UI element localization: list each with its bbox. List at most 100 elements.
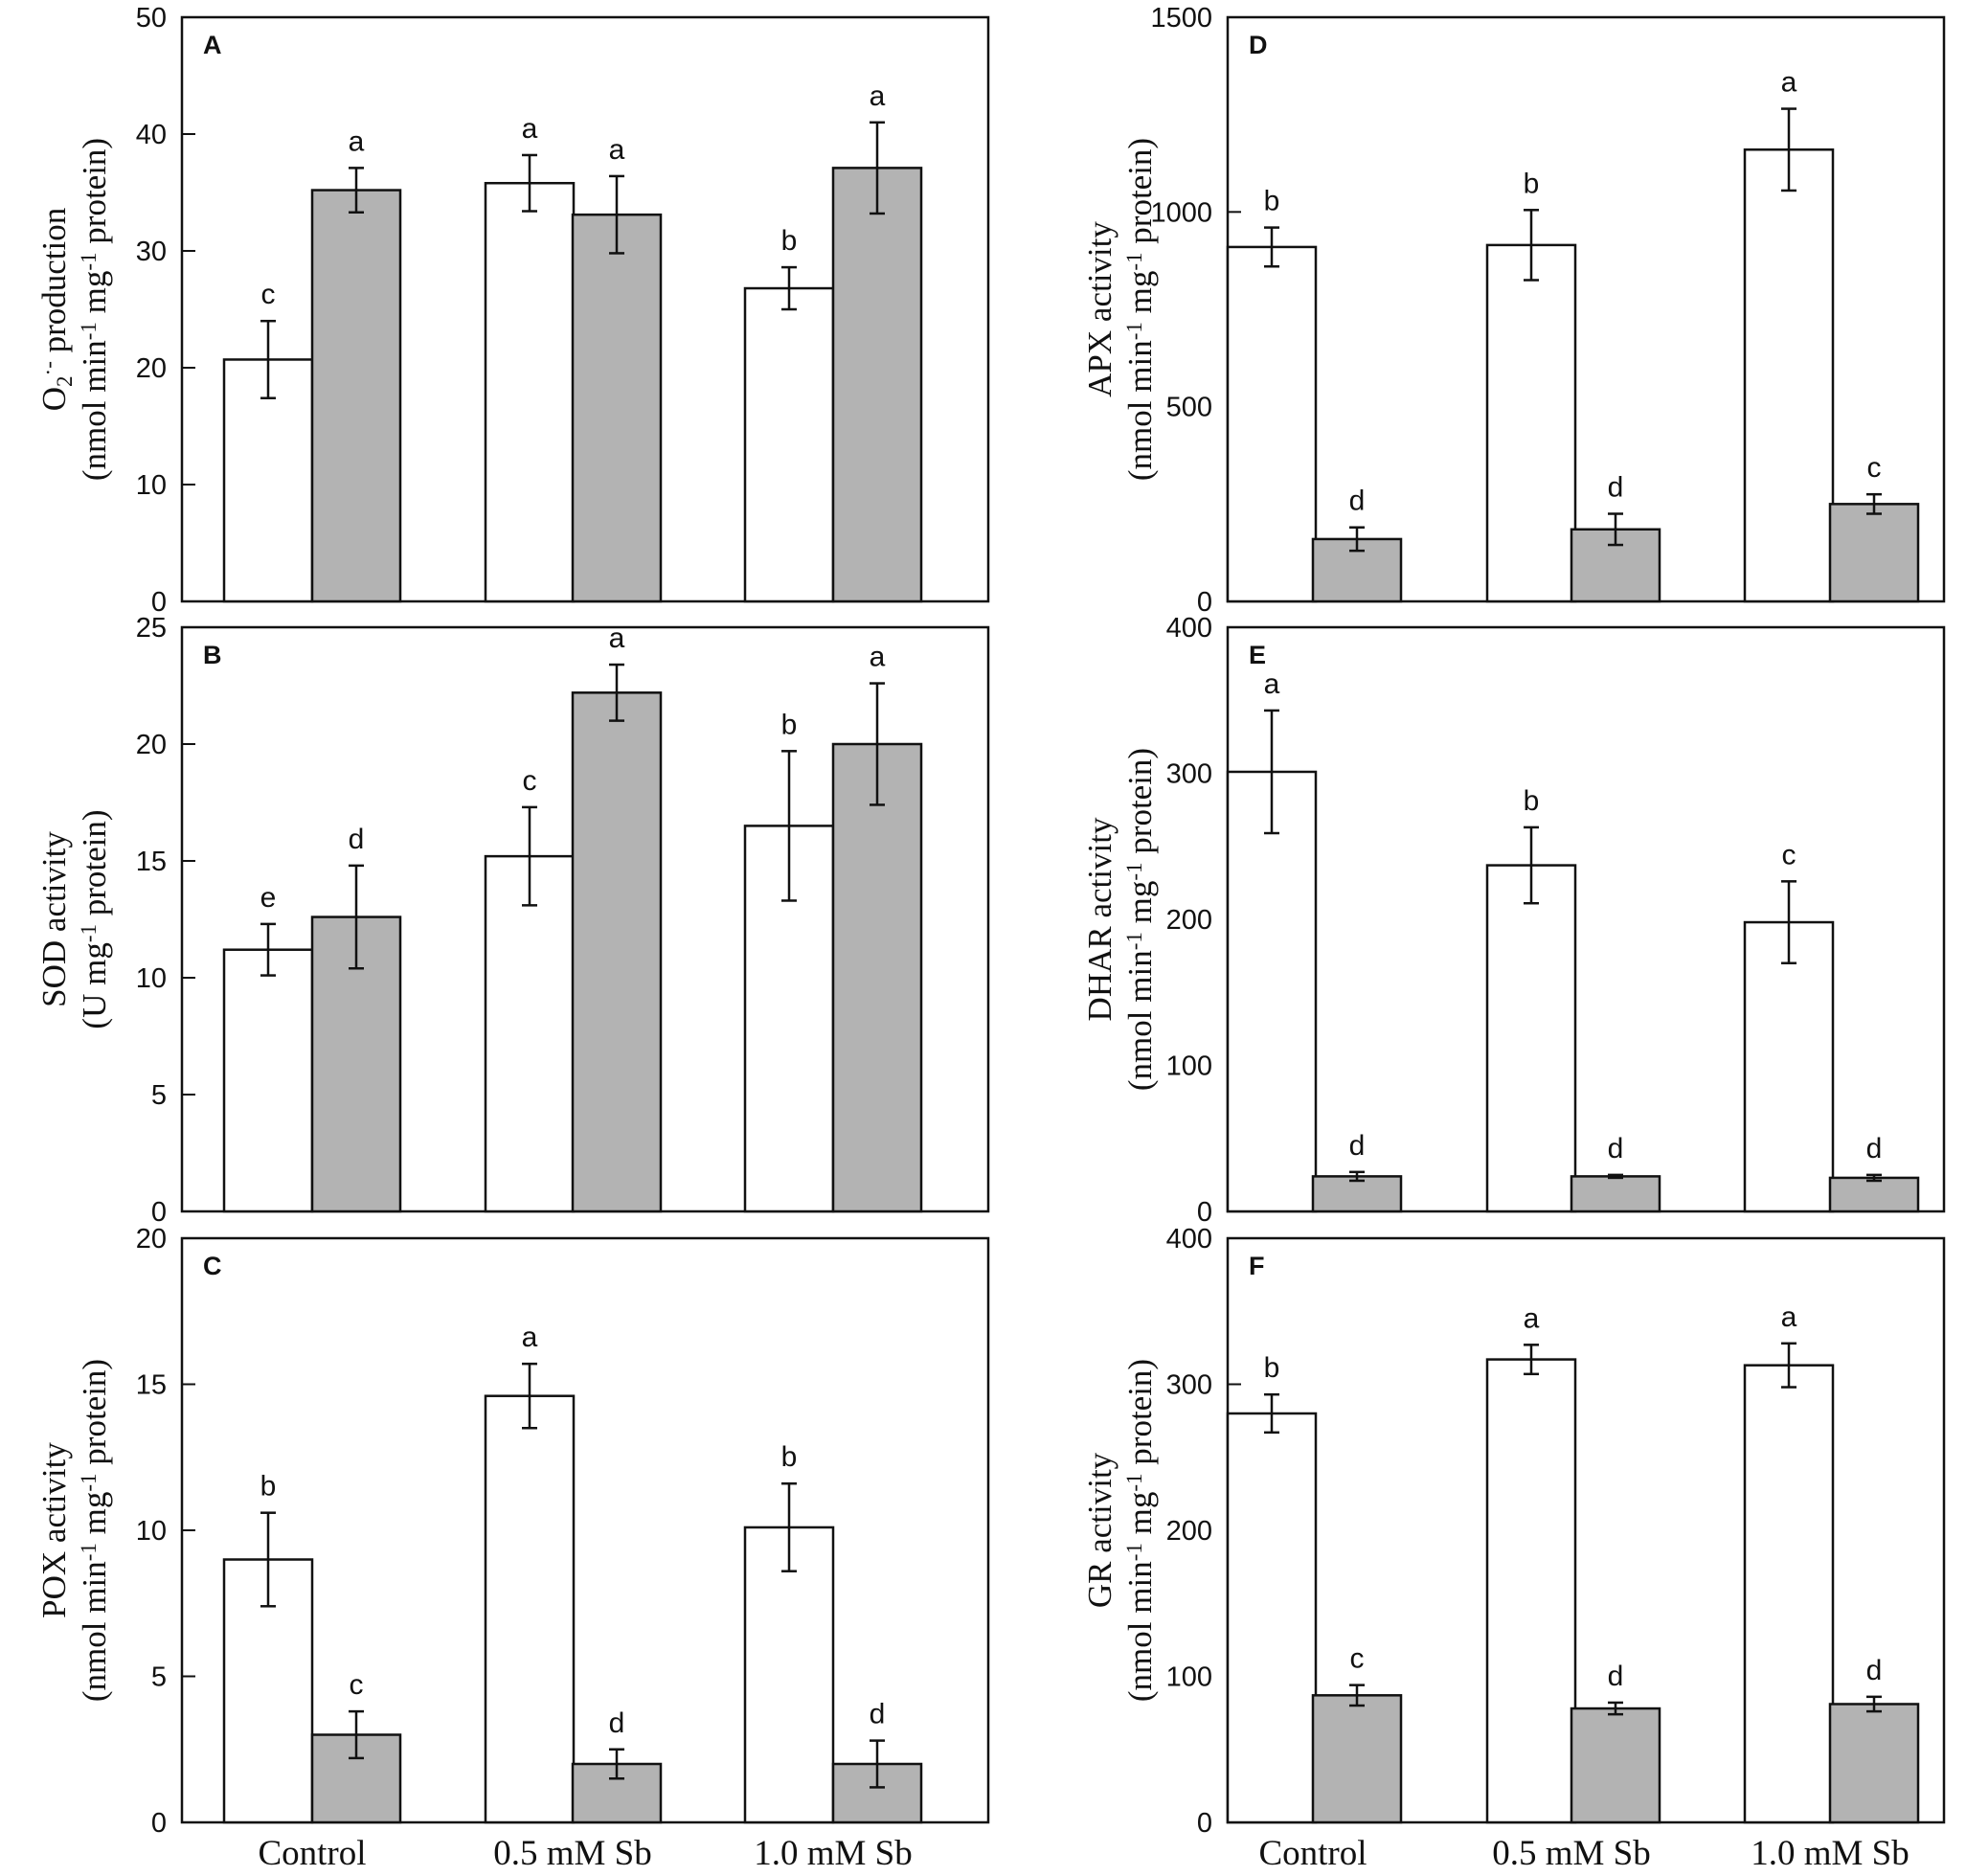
bar-gray-3: [1828, 503, 1920, 603]
bar-white-3: [1743, 1364, 1835, 1824]
bar-gray-1: [310, 189, 402, 603]
significance-label: a: [1264, 668, 1280, 700]
y-axis-label: DHAR activity (nmol min-1 mg-1 protein): [1081, 748, 1159, 1091]
significance-label: d: [1608, 1133, 1624, 1164]
y-axis-label-segment: protein): [76, 809, 113, 924]
y-tick-label: 500: [1166, 393, 1212, 423]
bar-white-2: [1485, 1358, 1577, 1824]
x-category-label: 1.0 mM Sb: [1751, 1834, 1910, 1873]
y-axis-label-segment: (nmol min: [76, 340, 113, 481]
panel-letter: E: [1249, 641, 1266, 669]
bar-white-2: [1485, 243, 1577, 603]
significance-label: b: [1264, 1352, 1280, 1384]
panel-b: 0 5 10 15 20 25 SOD activity (U mg-1 protein) Be…: [35, 613, 990, 1228]
significance-label: d: [349, 824, 365, 855]
significance-label: a: [1781, 1301, 1797, 1333]
y-tick-label: 100: [1166, 1051, 1212, 1082]
significance-label: b: [1524, 168, 1540, 199]
significance-label: d: [1866, 1133, 1883, 1164]
y-tick-label: 0: [1197, 1197, 1212, 1228]
x-category-label: 0.5 mM Sb: [493, 1834, 652, 1873]
significance-label: d: [1608, 1661, 1624, 1692]
y-axis-label: POX activity(nmol min-1 mg-1 protein): [35, 1359, 113, 1702]
y-tick-label: 10: [136, 963, 167, 994]
significance-label: c: [1867, 452, 1882, 484]
y-axis-label-segment: production: [35, 208, 73, 361]
y-tick-label: 50: [136, 3, 167, 34]
y-axis-label-segment: protein): [76, 138, 113, 253]
y-axis-label-segment: (nmol min: [1121, 1561, 1159, 1702]
y-axis-label-line: (nmol min-1 mg-1 protein): [76, 138, 113, 481]
y-tick-label: 40: [136, 120, 167, 150]
panel-letter: C: [203, 1252, 222, 1280]
significance-label: a: [870, 80, 886, 112]
y-axis-label-segment: (U mg: [76, 942, 113, 1028]
y-axis-label-line: GR activity: [1081, 1452, 1119, 1608]
significance-label: c: [261, 279, 276, 310]
y-tick-label: 1000: [1150, 197, 1212, 228]
y-tick-label: 200: [1166, 1516, 1212, 1547]
bar-white-3: [743, 286, 835, 603]
y-axis-label-segment: 2: [53, 375, 77, 387]
x-category-label: 0.5 mM Sb: [1492, 1834, 1651, 1873]
bar-white-1: [1226, 770, 1318, 1213]
y-tick-label: 20: [136, 1224, 167, 1254]
y-axis-label: O2·- production(nmol min-1 mg-1 protein): [35, 138, 113, 481]
y-axis-label-line: DHAR activity: [1081, 817, 1119, 1021]
y-axis-label-line: SOD activity: [35, 831, 73, 1007]
y-axis-label-segment: (nmol min: [1121, 340, 1159, 481]
y-axis-label-segment: ·-: [36, 361, 60, 375]
significance-label: a: [1524, 1302, 1540, 1334]
bar-gray-2: [1570, 1175, 1661, 1213]
y-axis-label-line: (U mg-1 protein): [76, 809, 113, 1028]
y-tick-label: 400: [1166, 1224, 1212, 1254]
y-axis-label-segment: -1: [1122, 1473, 1146, 1491]
significance-label: b: [1524, 785, 1540, 817]
significance-label: a: [1781, 67, 1797, 99]
y-tick-label: 200: [1166, 905, 1212, 936]
bar-gray-3: [1828, 1703, 1920, 1824]
y-tick-label: 5: [151, 1080, 167, 1111]
bar-gray-1: [1311, 1175, 1403, 1213]
significance-label: d: [1349, 486, 1366, 517]
y-axis-label-segment: -1: [1122, 862, 1146, 880]
significance-label: a: [522, 1322, 538, 1353]
y-tick-label: 400: [1166, 613, 1212, 644]
y-axis-label-segment: mg: [76, 1492, 113, 1543]
y-axis-label: SOD activity (U mg-1 protein): [35, 809, 113, 1028]
significance-label: d: [870, 1699, 886, 1730]
panel-letter: F: [1249, 1252, 1265, 1280]
bar-white-3: [1743, 920, 1835, 1213]
y-axis-label-segment: APX activity: [1081, 221, 1119, 397]
y-axis-label-line: (nmol min-1 mg-1 protein): [1121, 1359, 1159, 1702]
significance-label: a: [870, 642, 886, 673]
y-axis-label-line: (nmol min-1 mg-1 protein): [76, 1359, 113, 1702]
y-axis-label-segment: mg: [76, 271, 113, 322]
significance-label: b: [260, 1471, 277, 1503]
y-axis-label-segment: O: [35, 387, 73, 411]
bar-white-3: [1743, 148, 1835, 603]
y-axis-label-segment: -1: [77, 1473, 101, 1491]
bar-gray-2: [571, 213, 663, 603]
y-axis-label-line: (nmol min-1 mg-1 protein): [1121, 748, 1159, 1091]
y-tick-label: 1500: [1150, 3, 1212, 34]
y-tick-label: 20: [136, 730, 167, 760]
y-tick-label: 0: [151, 587, 167, 618]
y-axis-label: APX activity(nmol min-1 mg-1 protein): [1081, 138, 1159, 481]
y-axis-label-segment: protein): [76, 1359, 113, 1474]
y-axis-label-segment: protein): [1121, 748, 1159, 863]
y-axis-label-segment: SOD activity: [35, 831, 73, 1007]
y-tick-label: 15: [136, 847, 167, 877]
y-tick-label: 0: [1197, 587, 1212, 618]
significance-label: b: [1264, 186, 1280, 217]
y-tick-label: 300: [1166, 759, 1212, 790]
bar-gray-1: [1311, 1694, 1403, 1824]
significance-label: c: [523, 765, 537, 797]
y-tick-label: 15: [136, 1370, 167, 1401]
significance-label: c: [1350, 1643, 1365, 1675]
y-axis-label-segment: GR activity: [1081, 1452, 1119, 1608]
